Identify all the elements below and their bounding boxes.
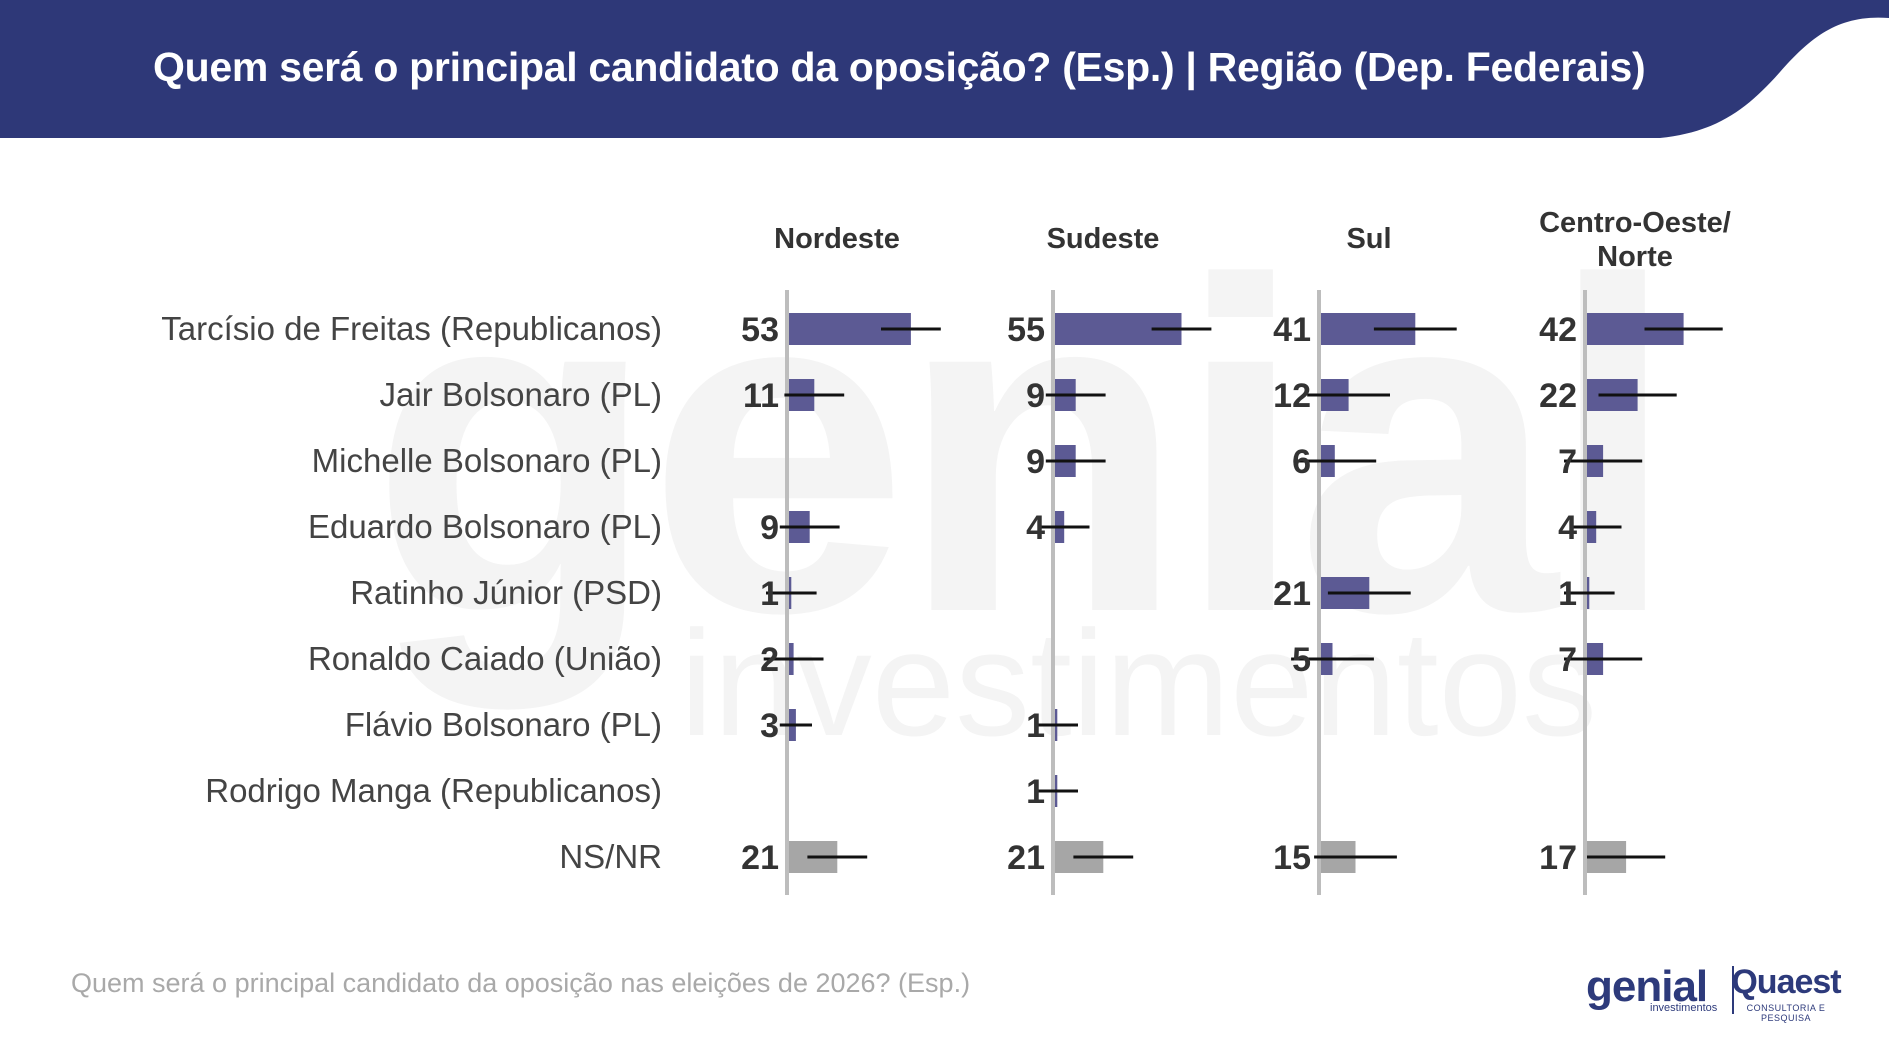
row-label: Rodrigo Manga (Republicanos) — [205, 772, 662, 809]
data-label: 4 — [1026, 509, 1045, 547]
data-label: 2 — [760, 641, 779, 679]
logo-separator — [1732, 966, 1734, 1014]
data-label: 21 — [1007, 839, 1045, 877]
data-label: 4 — [1558, 509, 1577, 547]
data-label: 21 — [1273, 575, 1311, 613]
data-label: 1 — [760, 575, 779, 613]
row-label: Flávio Bolsonaro (PL) — [345, 706, 662, 743]
data-label: 12 — [1273, 377, 1311, 415]
data-label: 6 — [1292, 443, 1311, 481]
data-label: 21 — [741, 839, 779, 877]
data-label: 1 — [1558, 575, 1577, 613]
genial-logo-sub: investimentos — [1650, 1002, 1718, 1014]
watermark-sub: investimentos — [680, 599, 1597, 767]
column-header: Sudeste — [1047, 223, 1160, 255]
data-label: 7 — [1558, 641, 1577, 679]
data-label: 7 — [1558, 443, 1577, 481]
data-label: 17 — [1539, 839, 1577, 877]
data-label: 9 — [1026, 377, 1045, 415]
data-label: 3 — [760, 707, 779, 745]
row-label: Michelle Bolsonaro (PL) — [312, 442, 662, 479]
data-label: 9 — [1026, 443, 1045, 481]
data-label: 5 — [1292, 641, 1311, 679]
watermark-brand: genial — [370, 185, 1668, 713]
row-label: Ratinho Júnior (PSD) — [350, 574, 662, 611]
row-label: NS/NR — [559, 838, 662, 875]
data-label: 55 — [1007, 311, 1045, 349]
data-label: 1 — [1026, 773, 1045, 811]
data-label: 42 — [1539, 311, 1577, 349]
genial-logo: genial — [1586, 962, 1708, 1011]
brand-logos: genial investimentos Quaest CONSULTORIA … — [1586, 962, 1844, 1023]
data-label: 11 — [743, 377, 779, 415]
row-label: Tarcísio de Freitas (Republicanos) — [161, 310, 662, 347]
quaest-logo: Quaest — [1731, 963, 1841, 1001]
row-label: Eduardo Bolsonaro (PL) — [308, 508, 662, 545]
footnote: Quem será o principal candidato da oposi… — [71, 968, 971, 998]
row-label: Jair Bolsonaro (PL) — [380, 376, 662, 413]
data-label: 22 — [1539, 377, 1577, 415]
column-header: Norte — [1597, 241, 1673, 273]
data-label: 41 — [1273, 311, 1311, 349]
quaest-logo-sub: CONSULTORIA E PESQUISA — [1746, 1003, 1826, 1023]
header-background — [0, 0, 1889, 138]
row-label: Ronaldo Caiado (União) — [308, 640, 662, 677]
column-header: Centro-Oeste/ — [1539, 207, 1731, 239]
page-title: Quem será o principal candidato da oposi… — [153, 44, 1646, 90]
data-label: 1 — [1026, 707, 1045, 745]
column-header: Sul — [1346, 223, 1391, 255]
column-header: Nordeste — [774, 223, 900, 255]
data-label: 53 — [741, 311, 779, 349]
data-label: 15 — [1273, 839, 1311, 877]
header-banner: Quem será o principal candidato da oposi… — [0, 0, 1889, 138]
data-label: 9 — [760, 509, 779, 547]
